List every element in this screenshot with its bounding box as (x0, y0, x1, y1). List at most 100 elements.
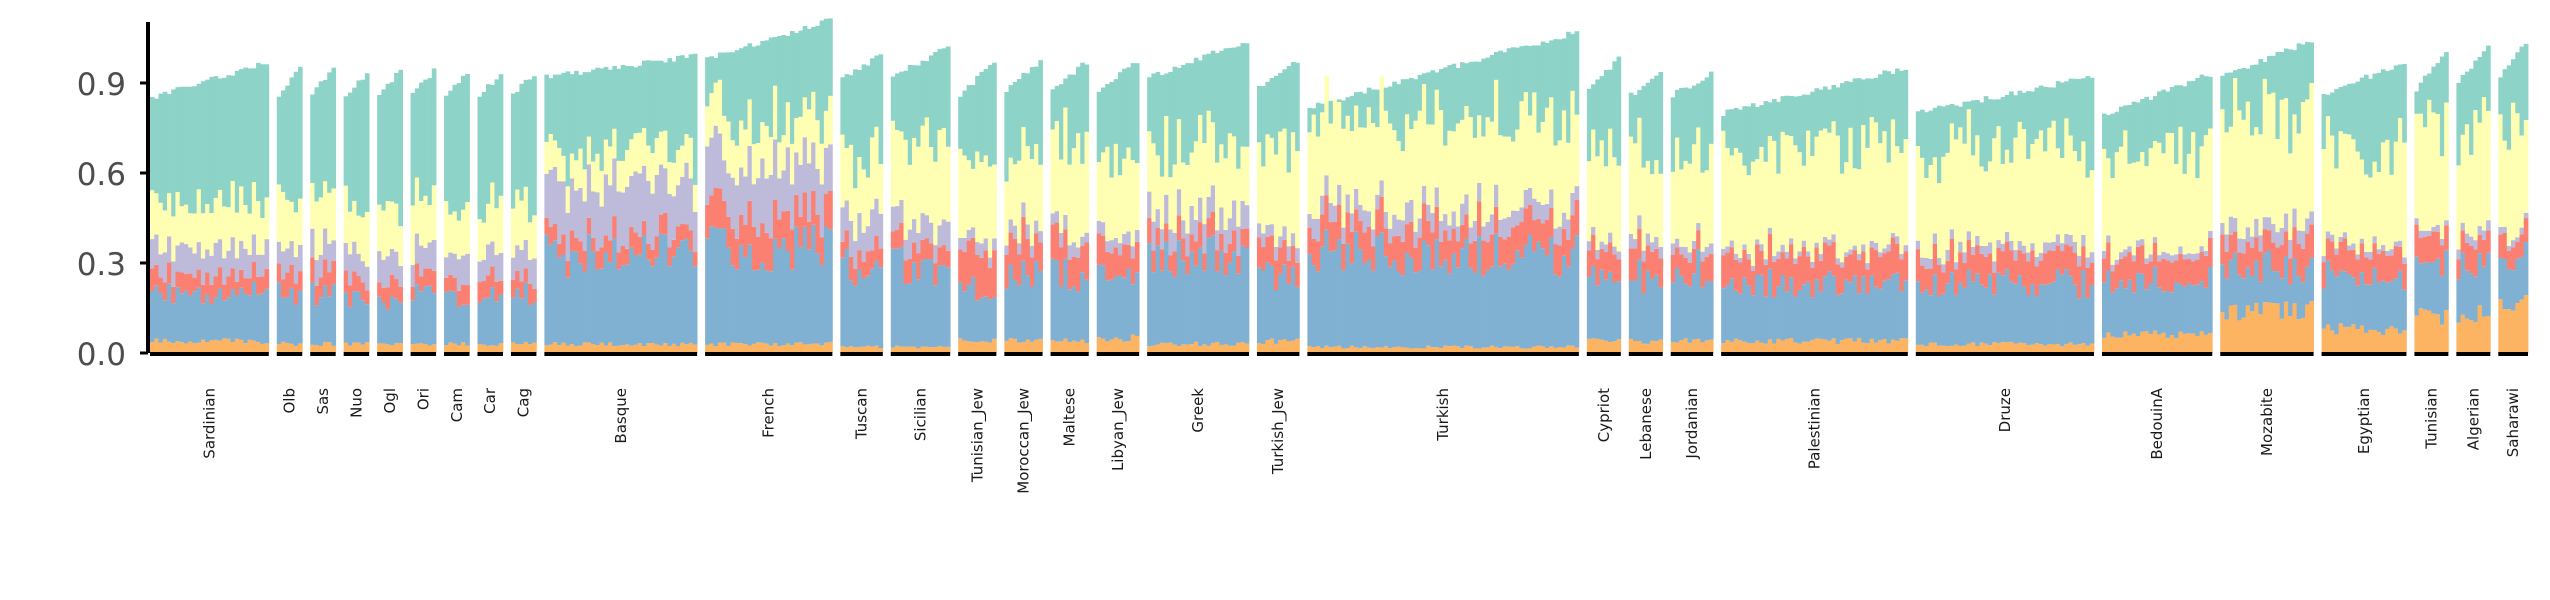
bar-comp-6 (1215, 53, 1220, 163)
bar-comp-1 (608, 342, 613, 353)
bar-comp-4 (1810, 261, 1815, 268)
bar-comp-5 (2444, 102, 2449, 221)
bar-comp-5 (1265, 134, 1271, 225)
bar-comp-5 (1915, 146, 1921, 241)
bar-comp-3 (226, 276, 231, 298)
bar-comp-5 (2101, 148, 2107, 251)
bar-comp-5 (1404, 114, 1410, 203)
bar-comp-2 (620, 265, 626, 346)
bar-comp-2 (1844, 279, 1849, 339)
bar-comp-5 (1337, 101, 1342, 185)
bar-comp-4 (217, 239, 223, 268)
bar-comp-2 (1953, 294, 1959, 345)
bar-comp-3 (1835, 264, 1841, 295)
bar-comp-6 (2309, 42, 2314, 84)
bar-comp-6 (2000, 97, 2006, 164)
bar-comp-1 (2081, 343, 2086, 353)
bar-comp-5 (1126, 147, 1132, 232)
bar-comp-1 (285, 342, 290, 353)
bar-comp-2 (983, 296, 989, 342)
bar-comp-1 (1455, 346, 1461, 353)
bar-comp-5 (1949, 123, 1955, 230)
bar-comp-5 (1983, 171, 1989, 246)
bar-comp-4 (1958, 241, 1963, 253)
bar-comp-6 (1426, 72, 1431, 125)
bar-comp-3 (1134, 241, 1140, 273)
bar-comp-4 (1375, 194, 1380, 210)
bar-comp-5 (2228, 126, 2234, 217)
bar-comp-3 (1168, 255, 1173, 272)
bar-comp-4 (2498, 226, 2503, 235)
bar-comp-4 (2034, 256, 2040, 267)
bar-comp-5 (1599, 140, 1605, 242)
bar-comp-4 (557, 181, 562, 244)
bar-comp-2 (1071, 286, 1077, 341)
bar-comp-2 (1185, 274, 1190, 345)
bar-comp-3 (1256, 237, 1262, 268)
bar-comp-4 (1696, 223, 1701, 231)
bar-comp-6 (802, 26, 808, 98)
bar-comp-5 (356, 215, 362, 254)
bar-comp-6 (2017, 90, 2023, 122)
bar-comp-3 (2397, 246, 2403, 271)
bar-comp-5 (1540, 121, 1546, 205)
bar-comp-6 (2004, 94, 2010, 150)
bar-comp-1 (2009, 341, 2014, 353)
bar-comp-6 (1244, 43, 1250, 147)
bar-comp-3 (819, 237, 825, 265)
bar-comp-1 (1244, 343, 1250, 353)
bar-comp-3 (1371, 246, 1376, 271)
bar-comp-1 (1349, 345, 1355, 353)
bar-comp-5 (1012, 164, 1018, 226)
bar-comp-6 (2127, 105, 2133, 164)
bar-comp-5 (1130, 160, 1136, 247)
bar-comp-5 (1059, 159, 1064, 233)
bar-comp-6 (1915, 111, 1921, 146)
bar-comp-2 (2385, 282, 2390, 329)
bar-comp-5 (1387, 123, 1393, 229)
bar-comp-3 (751, 226, 757, 271)
bar-comp-5 (1903, 139, 1909, 246)
bar-comp-1 (747, 345, 753, 353)
bar-comp-2 (565, 277, 571, 346)
bar-comp-5 (2330, 135, 2335, 235)
bar-comp-1 (260, 343, 265, 353)
bar-comp-5 (1691, 144, 1697, 241)
bar-comp-1 (2456, 322, 2462, 353)
bar-comp-2 (675, 247, 681, 346)
bar-comp-1 (2064, 343, 2069, 353)
bar-comp-4 (2004, 231, 2010, 242)
bar-comp-2 (586, 234, 592, 343)
bar-comp-2 (1903, 280, 1909, 339)
bar-comp-1 (2435, 314, 2441, 353)
bar-comp-1 (2380, 334, 2386, 353)
bar-comp-4 (586, 164, 592, 218)
bar-comp-6 (498, 74, 504, 196)
bar-comp-6 (431, 68, 437, 186)
bar-comp-3 (523, 268, 529, 283)
bar-comp-2 (1738, 293, 1743, 341)
bar-comp-5 (1797, 152, 1803, 252)
bar-comp-1 (1810, 339, 1815, 353)
bar-comp-6 (1827, 89, 1832, 133)
bar-comp-2 (1784, 291, 1790, 339)
bar-comp-5 (2178, 126, 2183, 247)
bar-comp-1 (1983, 343, 1989, 353)
bar-comp-3 (1025, 238, 1031, 276)
bar-comp-4 (1637, 215, 1642, 229)
bar-comp-3 (667, 247, 673, 267)
bar-comp-4 (1890, 233, 1896, 238)
bar-comp-4 (360, 261, 366, 283)
bar-comp-4 (975, 242, 980, 255)
bar-comp-6 (1763, 101, 1769, 162)
bar-comp-6 (2321, 93, 2327, 150)
bar-comp-4 (465, 253, 470, 286)
bar-comp-5 (709, 93, 714, 138)
bar-comp-6 (2110, 113, 2116, 179)
bar-comp-6 (1396, 84, 1402, 142)
bar-comp-2 (2397, 270, 2403, 334)
bar-comp-6 (260, 64, 265, 219)
bar-comp-1 (1515, 346, 1520, 353)
bar-comp-5 (456, 220, 462, 260)
bar-comp-2 (853, 285, 858, 348)
